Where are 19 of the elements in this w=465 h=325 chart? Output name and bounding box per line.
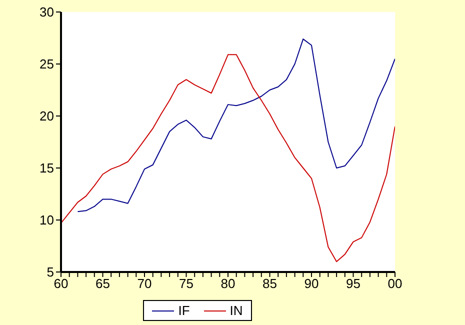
x-tick-label: 80 bbox=[220, 276, 236, 292]
y-tick-label: 10 bbox=[40, 212, 54, 228]
line-series bbox=[61, 54, 395, 262]
y-tick-label: 20 bbox=[40, 108, 54, 124]
y-tick-label: 15 bbox=[40, 160, 54, 176]
x-tick-label: 70 bbox=[137, 276, 152, 292]
x-tick-label: 85 bbox=[262, 276, 277, 292]
x-tick-label: 65 bbox=[96, 276, 110, 292]
y-tick-label: 30 bbox=[40, 4, 54, 20]
y-tick-label: 5 bbox=[46, 264, 54, 280]
legend-label: IN bbox=[230, 303, 243, 318]
legend-label: IF bbox=[178, 303, 190, 318]
x-tick-label: 90 bbox=[304, 276, 319, 292]
y-tick-label: 25 bbox=[40, 56, 54, 72]
x-tick-label: 60 bbox=[54, 276, 68, 292]
x-tick-label: 75 bbox=[179, 276, 194, 292]
x-tick-label: 00 bbox=[388, 276, 402, 292]
x-tick-label: 95 bbox=[346, 276, 360, 292]
line-series bbox=[77, 38, 395, 212]
